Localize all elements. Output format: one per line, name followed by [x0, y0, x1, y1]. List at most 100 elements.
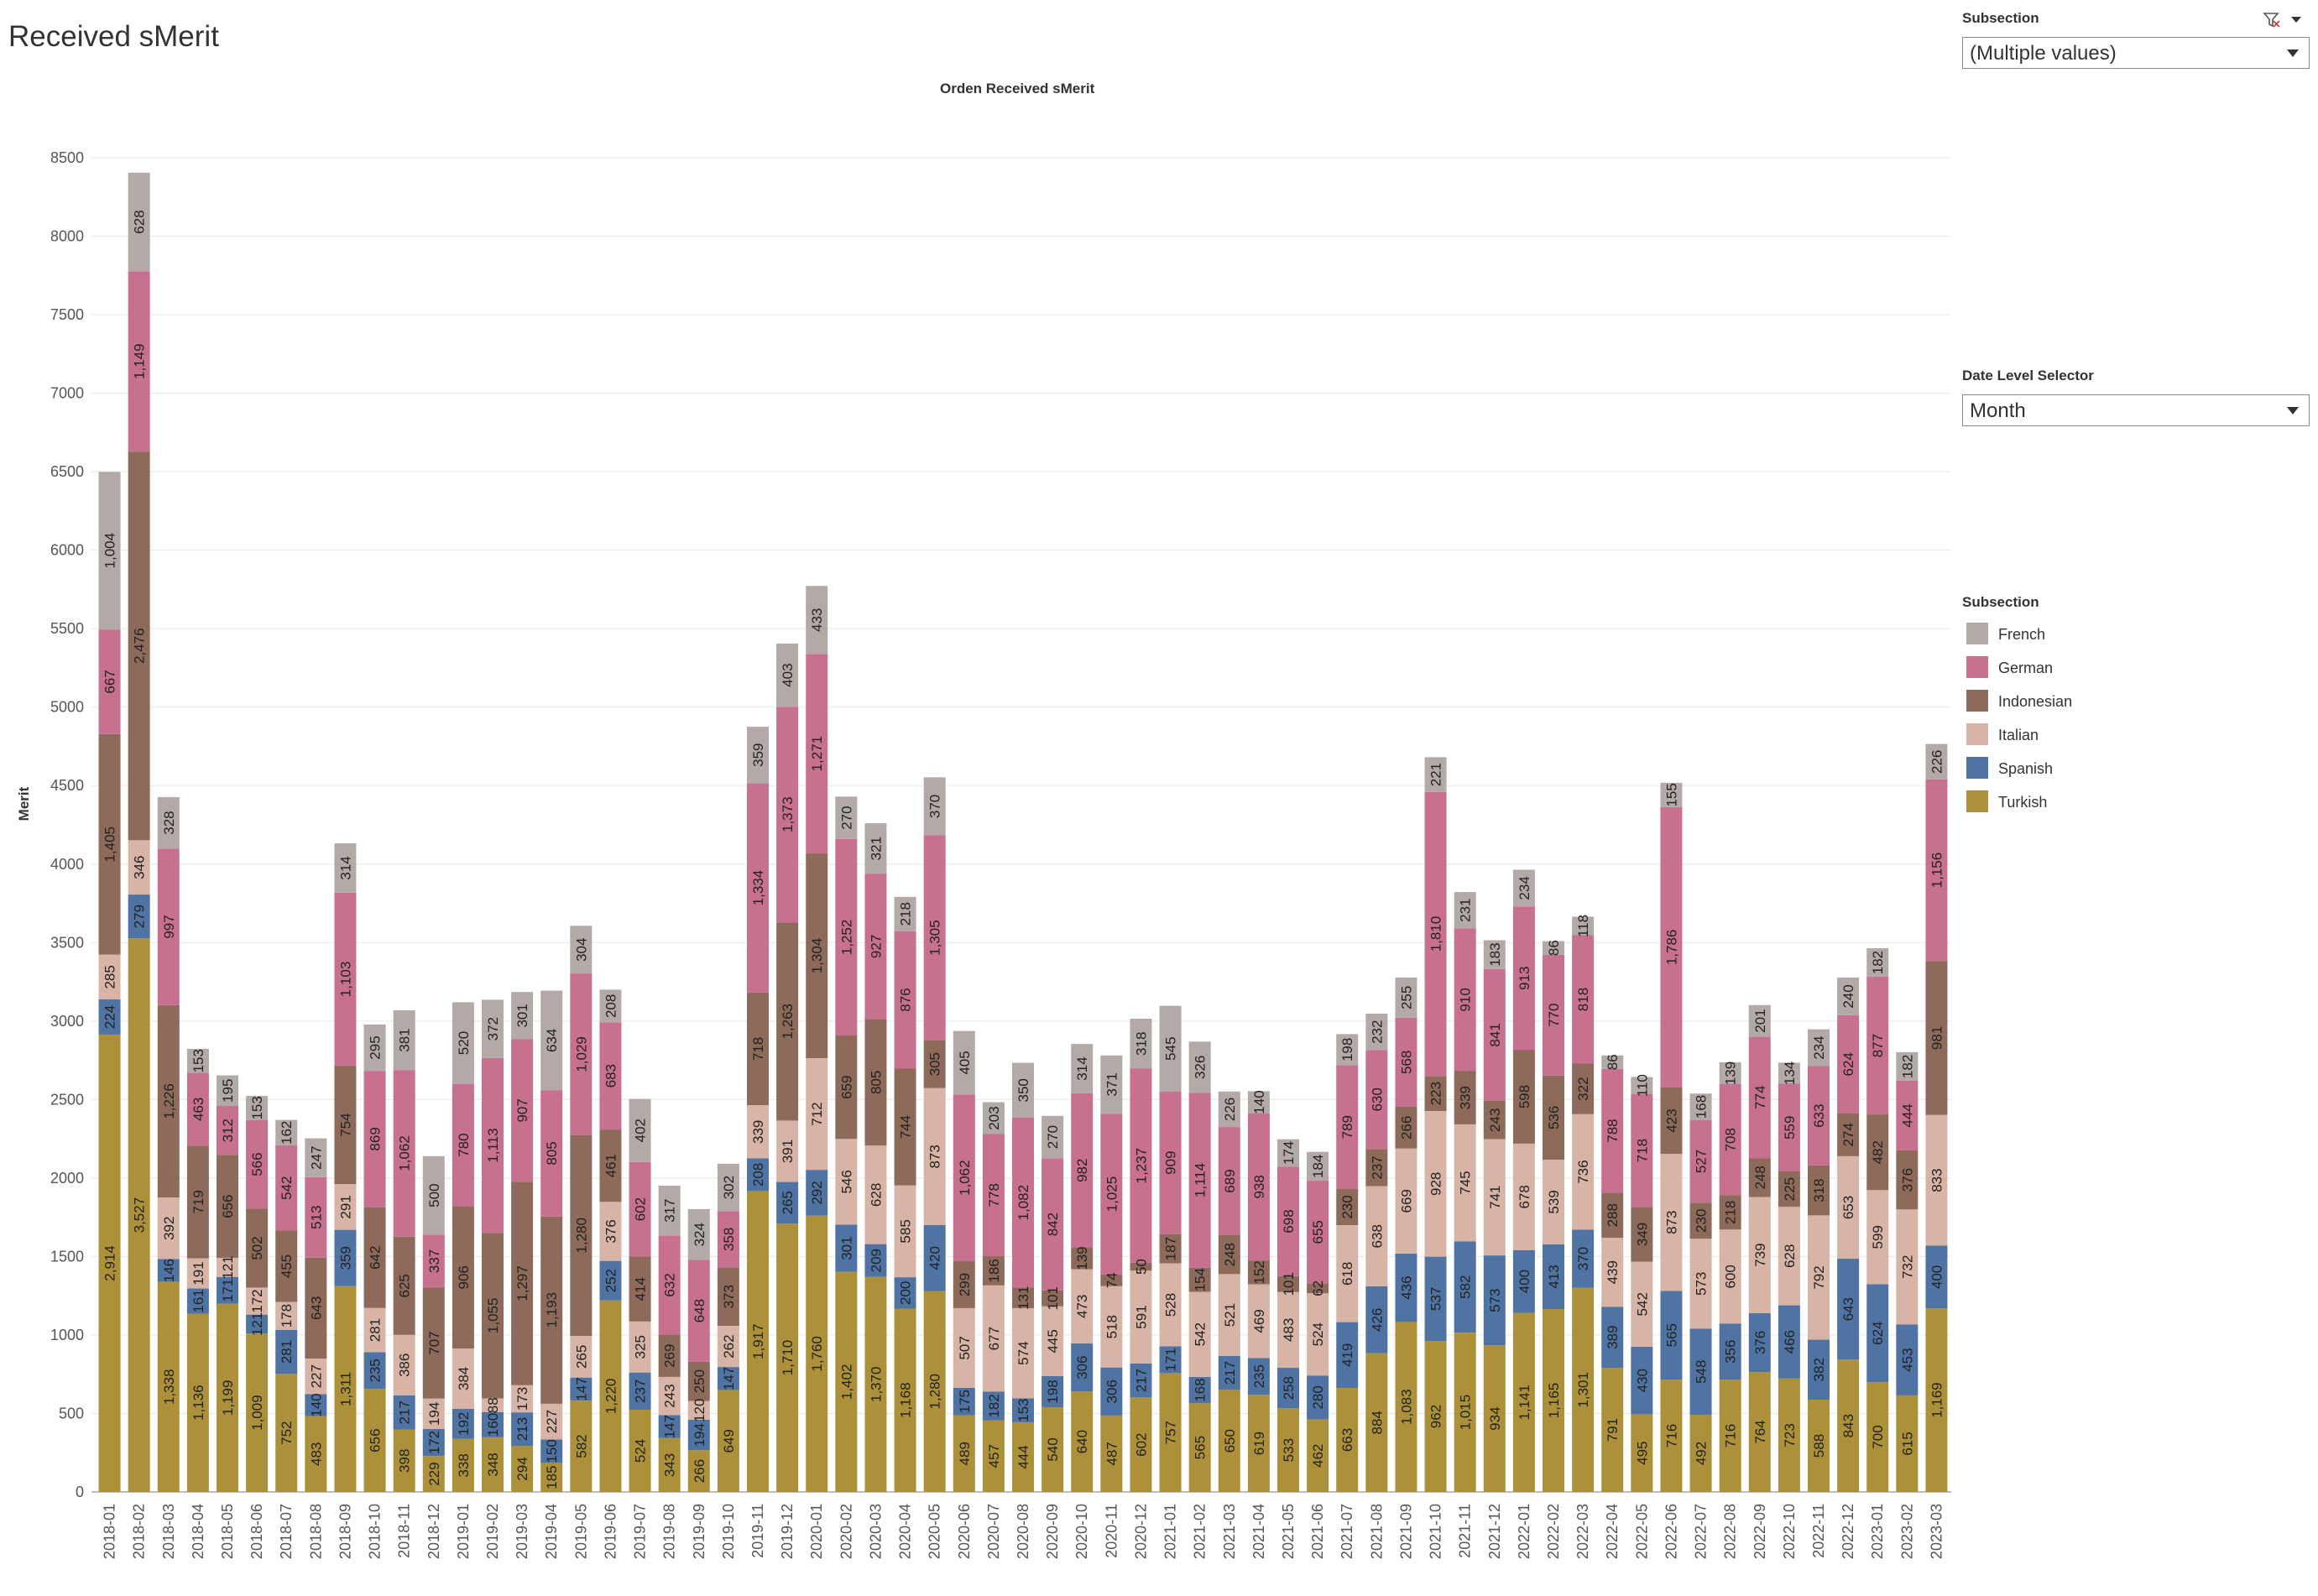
bar-segment-indonesian[interactable] [629, 1256, 651, 1322]
bar-segment-spanish[interactable] [1778, 1305, 1800, 1379]
bar-segment-french[interactable] [275, 1119, 298, 1145]
bar-segment-turkish[interactable] [334, 1286, 357, 1492]
bar-segment-turkish[interactable] [1660, 1380, 1683, 1492]
bar-segment-german[interactable] [1837, 1014, 1860, 1114]
bar-segment-indonesian[interactable] [747, 992, 769, 1106]
bar-segment-indonesian[interactable] [1543, 1075, 1564, 1160]
bar-segment-indonesian[interactable] [305, 1257, 327, 1359]
bar-segment-german[interactable] [1100, 1114, 1123, 1275]
bar-segment-german[interactable] [452, 1083, 474, 1207]
bar-segment-indonesian[interactable] [334, 1066, 357, 1185]
bar-segment-french[interactable] [570, 926, 593, 974]
bar-segment-italian[interactable] [1100, 1286, 1123, 1368]
bar-segment-italian[interactable] [570, 1336, 593, 1378]
bar-segment-indonesian[interactable] [186, 1145, 209, 1259]
bar-segment-spanish[interactable] [658, 1415, 681, 1438]
bar-segment-spanish[interactable] [186, 1288, 209, 1314]
bar-segment-french[interactable] [422, 1155, 445, 1235]
bar-segment-french[interactable] [393, 1009, 415, 1071]
bar-segment-indonesian[interactable] [923, 1040, 946, 1088]
bar-segment-indonesian[interactable] [1424, 1076, 1447, 1112]
bar-segment-indonesian[interactable] [363, 1207, 386, 1308]
bar-segment-german[interactable] [717, 1211, 739, 1268]
bar-segment-german[interactable] [128, 271, 150, 452]
bar-segment-turkish[interactable] [1071, 1391, 1094, 1492]
bar-segment-turkish[interactable] [1837, 1359, 1860, 1492]
bar-segment-spanish[interactable] [422, 1428, 445, 1457]
bar-segment-italian[interactable] [599, 1202, 622, 1261]
bar-segment-indonesian[interactable] [452, 1206, 474, 1349]
bar-segment-french[interactable] [629, 1098, 651, 1162]
bar-segment-german[interactable] [1660, 806, 1683, 1087]
bar-segment-german[interactable] [98, 629, 121, 734]
bar-segment-spanish[interactable] [1896, 1324, 1919, 1395]
bar-segment-italian[interactable] [982, 1285, 1005, 1392]
bar-segment-german[interactable] [1424, 791, 1447, 1077]
bar-segment-spanish[interactable] [1837, 1259, 1860, 1360]
bar-segment-spanish[interactable] [1071, 1343, 1094, 1392]
bar-segment-spanish[interactable] [1748, 1312, 1771, 1373]
bar-segment-italian[interactable] [511, 1385, 534, 1413]
bar-segment-german[interactable] [540, 1090, 563, 1217]
bar-segment-italian[interactable] [687, 1400, 710, 1420]
bar-segment-french[interactable] [1660, 782, 1683, 807]
bar-segment-italian[interactable] [1218, 1274, 1240, 1356]
bar-segment-turkish[interactable] [1100, 1415, 1123, 1492]
bar-segment-german[interactable] [334, 892, 357, 1067]
bar-segment-french[interactable] [717, 1163, 739, 1212]
bar-segment-german[interactable] [186, 1072, 209, 1146]
bar-segment-french[interactable] [1247, 1091, 1270, 1114]
bar-segment-spanish[interactable] [246, 1314, 269, 1334]
bar-segment-turkish[interactable] [1572, 1287, 1595, 1492]
bar-segment-german[interactable] [1307, 1181, 1329, 1284]
bar-segment-german[interactable] [1543, 954, 1564, 1076]
bar-segment-spanish[interactable] [217, 1276, 238, 1304]
bar-segment-german[interactable] [835, 838, 858, 1036]
bar-segment-german[interactable] [747, 783, 769, 993]
bar-segment-italian[interactable] [953, 1307, 975, 1388]
bar-segment-french[interactable] [1012, 1062, 1034, 1119]
bar-segment-french[interactable] [1631, 1077, 1653, 1094]
bar-segment-indonesian[interactable] [1719, 1195, 1741, 1230]
bar-segment-spanish[interactable] [953, 1387, 975, 1416]
bar-segment-german[interactable] [1601, 1068, 1624, 1193]
bar-segment-german[interactable] [629, 1161, 651, 1257]
bar-segment-italian[interactable] [452, 1348, 474, 1409]
bar-segment-indonesian[interactable] [1512, 1050, 1535, 1144]
bar-segment-german[interactable] [1572, 935, 1595, 1064]
bar-segment-italian[interactable] [1012, 1307, 1034, 1399]
bar-segment-german[interactable] [1395, 1017, 1417, 1107]
bar-segment-german[interactable] [1188, 1093, 1211, 1268]
bar-segment-italian[interactable] [422, 1398, 445, 1429]
bar-segment-spanish[interactable] [1512, 1249, 1535, 1313]
bar-segment-turkish[interactable] [1601, 1368, 1624, 1492]
bar-segment-italian[interactable] [835, 1139, 858, 1225]
bar-segment-german[interactable] [1336, 1065, 1359, 1189]
bar-segment-french[interactable] [1543, 941, 1564, 955]
bar-segment-french[interactable] [1454, 892, 1476, 929]
bar-segment-german[interactable] [422, 1234, 445, 1288]
bar-segment-german[interactable] [1719, 1084, 1741, 1196]
bar-segment-turkish[interactable] [128, 938, 150, 1492]
bar-segment-french[interactable] [186, 1048, 209, 1073]
bar-segment-german[interactable] [1365, 1050, 1388, 1150]
bar-segment-german[interactable] [305, 1176, 327, 1258]
bar-segment-spanish[interactable] [1719, 1323, 1741, 1380]
bar-segment-french[interactable] [1866, 948, 1889, 978]
bar-segment-spanish[interactable] [482, 1411, 504, 1437]
bar-segment-french[interactable] [1188, 1041, 1211, 1093]
bar-segment-french[interactable] [1100, 1055, 1123, 1114]
bar-segment-turkish[interactable] [1866, 1382, 1889, 1492]
bar-segment-french[interactable] [1748, 1004, 1771, 1037]
bar-segment-indonesian[interactable] [982, 1256, 1005, 1286]
bar-segment-indonesian[interactable] [540, 1216, 563, 1404]
bar-segment-spanish[interactable] [894, 1277, 916, 1309]
bar-segment-french[interactable] [511, 992, 534, 1040]
bar-segment-spanish[interactable] [305, 1394, 327, 1416]
bar-segment-turkish[interactable] [511, 1446, 534, 1492]
bar-segment-italian[interactable] [923, 1087, 946, 1225]
bar-segment-italian[interactable] [1277, 1291, 1299, 1369]
bar-segment-french[interactable] [128, 172, 150, 272]
bar-segment-french[interactable] [1424, 757, 1447, 792]
bar-segment-french[interactable] [1159, 1005, 1182, 1092]
